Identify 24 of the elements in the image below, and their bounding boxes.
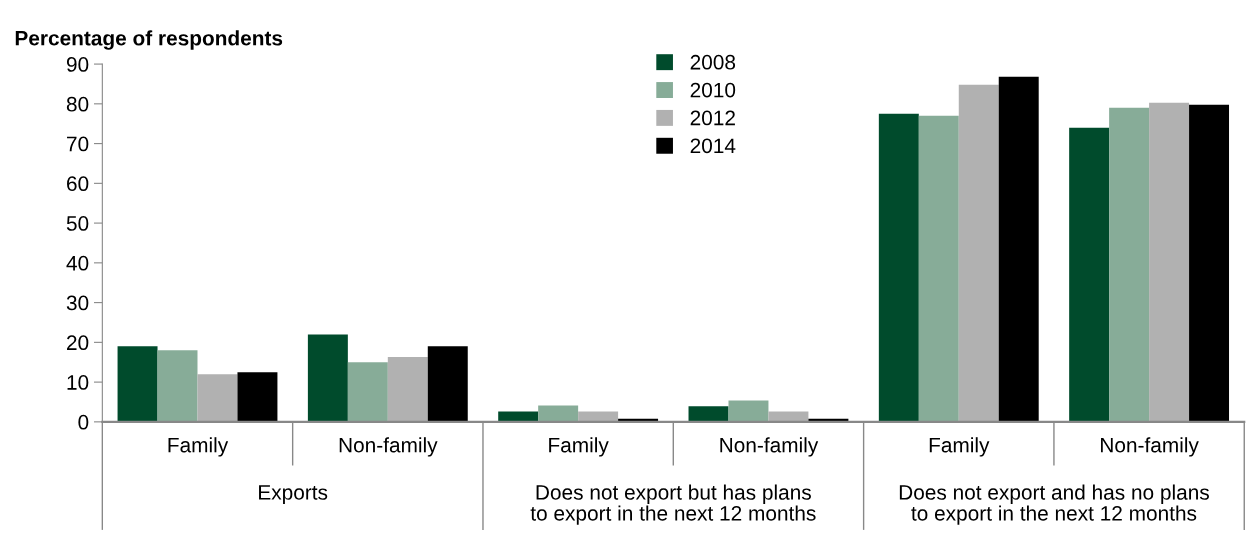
- y-tick-label: 30: [66, 295, 89, 311]
- x-tick-label: Family: [549, 437, 609, 457]
- legend-label: 2012: [690, 110, 735, 126]
- legend-label: 2008: [690, 54, 736, 70]
- y-tick-label: 80: [66, 96, 89, 112]
- x-tick-label: Non-family: [1101, 437, 1199, 457]
- y-tick-label: 40: [66, 255, 89, 271]
- y-tick-label: 70: [67, 136, 89, 152]
- y-tick-label: 20: [67, 335, 89, 351]
- y-axis-title: Percentage of respondents: [15, 30, 283, 50]
- text: Does not export and has no plans to export in the next 12 months: [899, 484, 1209, 525]
- y-tick-label: 50: [66, 216, 89, 231]
- text: Exports: [259, 485, 328, 504]
- legend-label: 2014: [690, 138, 736, 154]
- y-tick-label: 60: [67, 176, 89, 192]
- y-tick-label: 90: [66, 57, 89, 72]
- x-tick-label: Family: [929, 437, 990, 457]
- y-tick-label: 0: [78, 414, 89, 430]
- x-tick-label: Non-family: [720, 437, 819, 457]
- y-tick-label: 10: [67, 375, 89, 390]
- legend-label: 2010: [690, 82, 736, 98]
- x-tick-label: Non-family: [339, 437, 438, 457]
- text: Does not export but has plans to export in the next 12 months: [530, 484, 816, 525]
- x-tick-label: Family: [168, 437, 229, 457]
